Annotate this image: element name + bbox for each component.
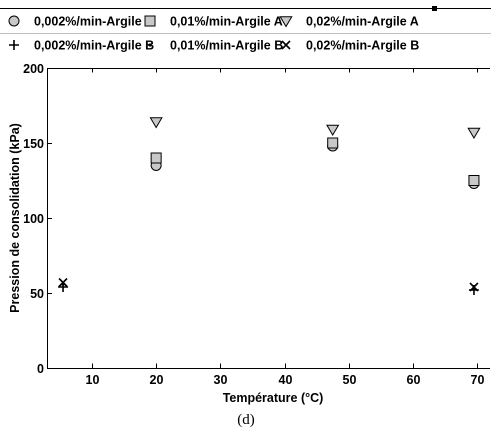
legend-corner-marker (432, 6, 437, 11)
y-tick-label: 200 (23, 62, 44, 76)
data-point (468, 175, 480, 186)
legend-marker-circle (8, 15, 20, 27)
series (149, 117, 481, 139)
data-point (469, 282, 479, 292)
y-tick-label: 100 (23, 212, 44, 226)
x-tick-label: 70 (471, 373, 485, 387)
series (58, 282, 479, 295)
plot-area: 10 20 30 40 50 60 70 0 50 100 150 200 (23, 62, 490, 387)
legend-label: 0,002%/min-Argile B (34, 39, 154, 53)
legend-marker-x (281, 40, 291, 50)
y-tick-label: 0 (37, 362, 44, 376)
legend-item: 0,01%/min-Argile B (148, 39, 283, 53)
data-point (150, 152, 162, 164)
legend-item: 0,02%/min-Argile B (281, 39, 419, 53)
x-axis-title: Température (°C) (223, 391, 324, 405)
legend-item: 0,01%/min-Argile A (144, 15, 283, 29)
legend-label: 0,01%/min-Argile B (170, 39, 283, 53)
legend-label: 0,02%/min-Argile A (306, 15, 419, 29)
y-axis-title: Pression de consolidation (kPa) (8, 123, 22, 313)
x-tick-label: 20 (150, 373, 164, 387)
x-tick-label: 40 (279, 373, 293, 387)
data-point (467, 127, 481, 139)
legend-marker-dot (148, 43, 152, 47)
series (58, 277, 479, 292)
data-point (58, 277, 68, 288)
legend-item: 0,002%/min-Argile B (9, 39, 154, 53)
legend-marker-square (144, 15, 156, 27)
y-tick-label: 150 (23, 137, 44, 151)
data-point (327, 137, 339, 149)
legend-item: 0,002%/min-Argile A (8, 15, 154, 29)
legend-marker-triangle-down (279, 16, 293, 28)
legend-item: 0,02%/min-Argile A (279, 15, 419, 29)
legend-label: 0,002%/min-Argile A (34, 15, 154, 29)
series (150, 140, 480, 189)
axes-frame (47, 68, 490, 369)
legend-label: 0,01%/min-Argile A (170, 15, 283, 29)
data-point (149, 117, 163, 129)
x-tick-label: 60 (407, 373, 421, 387)
legend: 0,002%/min-Argile A 0,01%/min-Argile A 0,0… (0, 6, 491, 53)
x-tick-label: 30 (214, 373, 228, 387)
data-point (326, 124, 340, 136)
legend-label: 0,02%/min-Argile B (306, 39, 419, 53)
panel-label: (d) (237, 412, 255, 428)
series (150, 137, 480, 186)
x-tick-label: 10 (86, 373, 100, 387)
series (61, 282, 476, 291)
legend-marker-plus (9, 40, 19, 50)
y-tick-label: 50 (30, 287, 44, 301)
x-tick-label: 50 (343, 373, 357, 387)
